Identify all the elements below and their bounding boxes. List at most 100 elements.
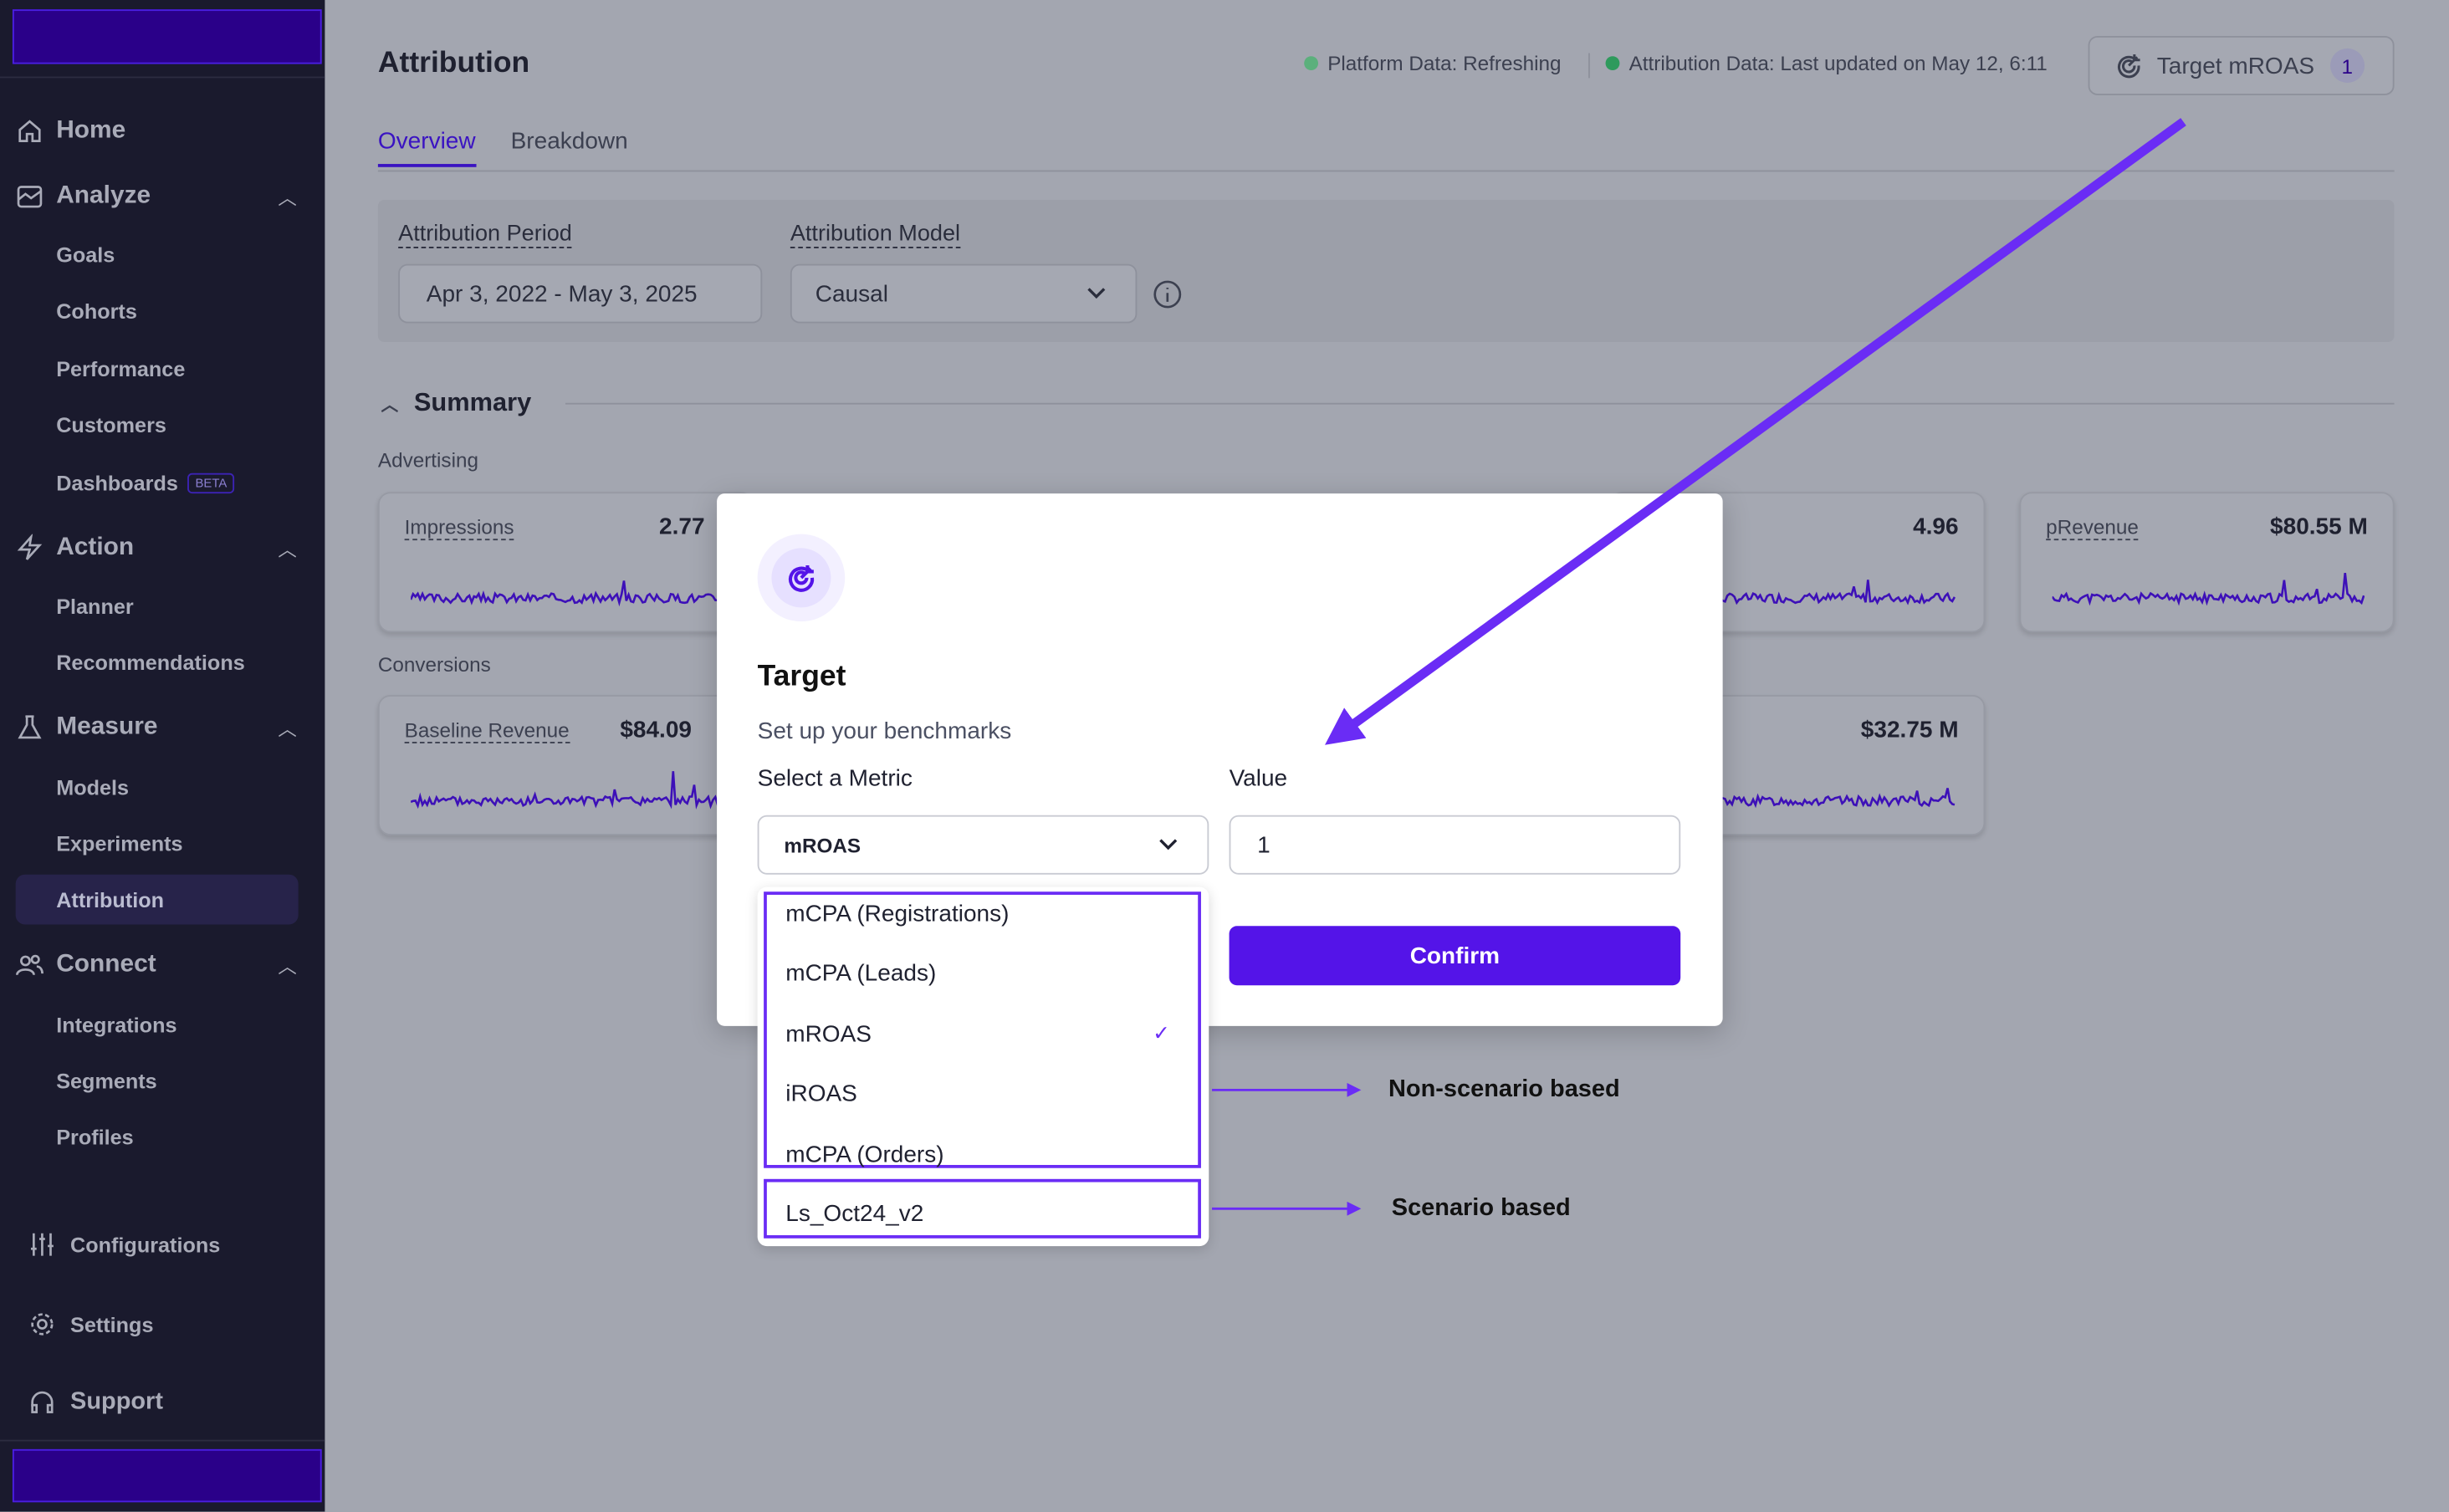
label: Target mROAS	[2156, 52, 2315, 79]
label: Attribution Data: Last updated on May 12…	[1628, 51, 2048, 75]
metric-label: Baseline Revenue	[404, 718, 570, 743]
headset-icon	[31, 1391, 54, 1413]
tab-overview[interactable]: Overview	[377, 128, 476, 167]
modal-title: Target	[757, 660, 846, 694]
check-icon: ✓	[1153, 1021, 1170, 1045]
metric-label: Impressions	[404, 515, 514, 541]
label: Platform Data: Refreshing	[1327, 51, 1562, 75]
workspace-switcher[interactable]	[12, 1448, 322, 1503]
non-scenario-group	[764, 891, 1201, 1168]
metric-dropdown: mCPA (Registrations) mCPA (Leads) mROAS …	[757, 886, 1209, 1247]
label: mROAS	[785, 1020, 872, 1048]
sidebar-item-profiles[interactable]: Profiles	[56, 1125, 134, 1149]
metric-card-impressions[interactable]: Impressions 2.77	[377, 492, 754, 633]
selected-metric: mROAS	[784, 833, 861, 857]
sidebar-section-analyze[interactable]: Analyze ︿	[16, 175, 297, 218]
sparkline	[411, 771, 723, 810]
label: Analyze	[56, 182, 151, 210]
label: Settings	[70, 1312, 154, 1336]
sparkline-path	[411, 580, 723, 607]
metric-card-prevenue[interactable]: pRevenue $80.55 M	[2019, 492, 2395, 633]
sidebar-item-home[interactable]: Home	[16, 110, 297, 153]
chevron-up-icon: ︿	[381, 396, 399, 415]
status-dot-icon	[1304, 56, 1319, 71]
sidebar-item-performance[interactable]: Performance	[56, 356, 186, 381]
divider	[565, 402, 2395, 405]
chevron-down-icon	[1159, 839, 1178, 850]
sidebar-item-recommendations[interactable]: Recommendations	[56, 650, 245, 674]
metric-value: $80.55 M	[2270, 513, 2368, 541]
label: Dashboards	[56, 470, 178, 495]
sidebar-item-attribution[interactable]: Attribution	[15, 874, 299, 925]
page-title: Attribution	[377, 47, 530, 80]
sidebar-item-models[interactable]: Models	[56, 775, 130, 799]
metric-select[interactable]: mROAS	[757, 815, 1209, 875]
target-mroas-button[interactable]: Target mROAS 1	[2088, 35, 2395, 95]
label: Causal	[815, 280, 888, 307]
attribution-model-select[interactable]: Causal	[790, 263, 1138, 324]
sidebar-item-goals[interactable]: Goals	[56, 243, 115, 267]
sidebar-item-support[interactable]: Support	[28, 1388, 163, 1417]
info-icon[interactable]	[1153, 279, 1182, 309]
target-icon-badge	[757, 534, 846, 622]
target-icon	[788, 564, 815, 592]
modal-subtitle: Set up your benchmarks	[757, 718, 1012, 745]
sparkline-path	[411, 771, 723, 810]
label: Measure	[56, 713, 158, 741]
sparkline	[411, 580, 723, 607]
advertising-label: Advertising	[377, 447, 478, 472]
gear-icon	[31, 1313, 54, 1336]
tab-breakdown[interactable]: Breakdown	[510, 128, 628, 155]
sidebar-item-cohorts[interactable]: Cohorts	[56, 299, 137, 323]
metric-card-baseline-revenue[interactable]: Baseline Revenue $84.09	[377, 694, 754, 836]
metric-label: pRevenue	[2046, 515, 2139, 541]
confirm-button[interactable]: Confirm	[1229, 926, 1681, 986]
sidebar-section-measure[interactable]: Measure ︿	[16, 706, 297, 749]
sidebar-item-dashboards[interactable]: Dashboards BETA	[16, 457, 299, 508]
metric-value: 2.77	[659, 513, 705, 541]
home-icon	[18, 120, 41, 142]
chevron-up-icon: ︿	[278, 718, 297, 740]
label: Home	[56, 117, 126, 144]
count-badge: 1	[2329, 48, 2365, 83]
label: Support	[70, 1388, 163, 1415]
summary-title: Summary	[413, 388, 532, 417]
metric-label: Select a Metric	[757, 764, 913, 792]
summary-toggle[interactable]: ︿ Summary	[381, 389, 532, 418]
target-icon	[2117, 54, 2140, 79]
option-mroas[interactable]: mROAS ✓	[785, 1010, 1191, 1057]
option-ls-oct24-v2[interactable]: Ls_Oct24_v2	[785, 1200, 924, 1227]
conversions-label: Conversions	[377, 652, 491, 677]
sidebar-item-configurations[interactable]: Configurations	[28, 1230, 221, 1259]
platform-status: Platform Data: Refreshing	[1304, 51, 1562, 75]
divider	[377, 170, 2395, 172]
metric-value: $84.09	[620, 717, 693, 743]
sidebar-item-planner[interactable]: Planner	[56, 594, 134, 618]
sidebar-item-settings[interactable]: Settings	[28, 1310, 154, 1339]
sidebar-item-segments[interactable]: Segments	[56, 1069, 157, 1093]
sidebar-item-experiments[interactable]: Experiments	[56, 831, 183, 856]
status-dot-icon	[1605, 56, 1620, 71]
chevron-up-icon: ︿	[278, 538, 297, 560]
sidebar-item-customers[interactable]: Customers	[56, 412, 166, 437]
label: Configurations	[70, 1233, 221, 1257]
sidebar-item-integrations[interactable]: Integrations	[56, 1012, 177, 1036]
option-iroas[interactable]: iROAS	[785, 1080, 857, 1106]
logo[interactable]	[12, 9, 322, 64]
attribution-period-picker[interactable]: Apr 3, 2022 - May 3, 2025	[398, 263, 763, 324]
attribution-model-label: Attribution Model	[790, 222, 961, 248]
label: Connect	[56, 951, 156, 978]
annotation-scenario: Scenario based	[1391, 1194, 1571, 1222]
annotation-non-scenario: Non-scenario based	[1388, 1075, 1620, 1103]
chart-icon	[17, 186, 43, 208]
option-mcpa-registrations[interactable]: mCPA (Registrations)	[785, 900, 1010, 927]
attribution-status: Attribution Data: Last updated on May 12…	[1605, 51, 2048, 75]
option-mcpa-orders[interactable]: mCPA (Orders)	[785, 1141, 944, 1167]
attribution-period-label: Attribution Period	[398, 222, 572, 248]
sidebar-section-action[interactable]: Action ︿	[16, 526, 297, 570]
option-mcpa-leads[interactable]: mCPA (Leads)	[785, 959, 937, 987]
value-input[interactable]	[1229, 815, 1681, 875]
sidebar-section-connect[interactable]: Connect ︿	[16, 943, 297, 987]
divider	[0, 76, 325, 79]
metric-value: 4.96	[1913, 513, 1959, 541]
